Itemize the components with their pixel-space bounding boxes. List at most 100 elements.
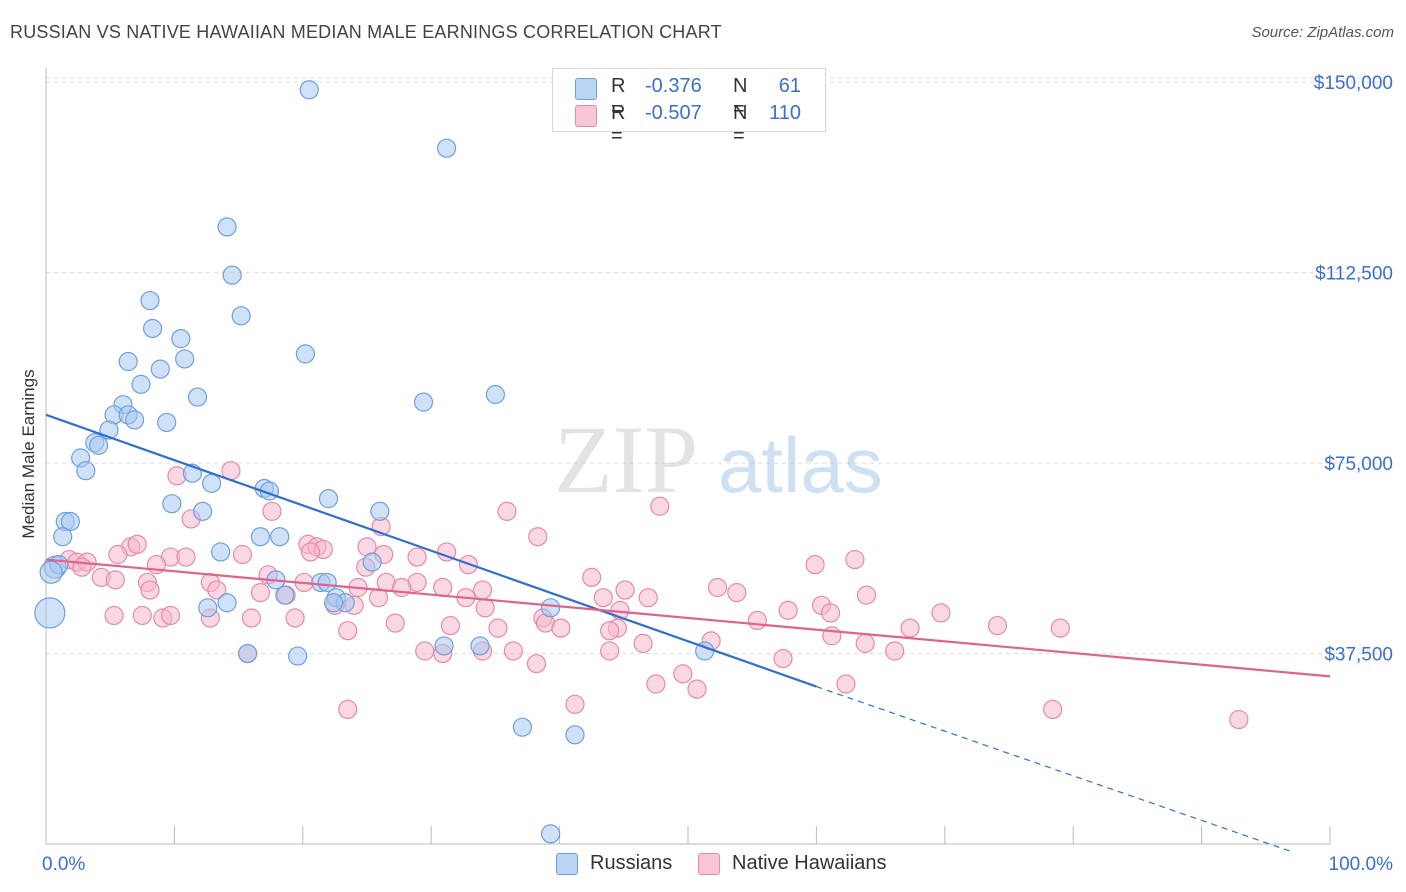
russians-point bbox=[324, 593, 344, 613]
hawaiians-point bbox=[127, 534, 147, 554]
russians-point bbox=[275, 585, 295, 605]
hawaiians-point bbox=[108, 544, 128, 565]
russians-point bbox=[541, 598, 561, 618]
russians-trend-extension bbox=[816, 685, 1292, 853]
y-tick-label: $112,500 bbox=[1315, 264, 1393, 285]
hawaiians-point bbox=[488, 618, 508, 638]
russians-point bbox=[437, 138, 457, 158]
hawaiians-point bbox=[707, 577, 728, 598]
hawaiians-point bbox=[673, 664, 693, 684]
hawaiians-point bbox=[931, 603, 951, 623]
russians-point bbox=[237, 643, 258, 664]
correlation-legend: R = -0.376 N = 61 R = -0.507 N = 110 bbox=[552, 68, 826, 147]
hawaiians-trend-line bbox=[45, 558, 1331, 678]
hawaiians-point bbox=[241, 608, 262, 628]
tick-labels: $37,500 $75,000 $112,500 $150,000 0.0% 100.0% bbox=[42, 73, 1393, 875]
russians-point bbox=[299, 80, 319, 100]
russians-point bbox=[434, 636, 454, 656]
hawaiians-point bbox=[551, 618, 571, 638]
russians-point bbox=[187, 387, 208, 407]
legend-russians-label: Russians bbox=[590, 852, 673, 874]
hawaiians-point bbox=[176, 547, 196, 567]
hawaiians-point bbox=[104, 605, 124, 626]
russians-point bbox=[162, 494, 182, 514]
russians-trend-line bbox=[45, 413, 817, 688]
russians-point bbox=[362, 552, 382, 572]
hawaiians-point bbox=[778, 600, 798, 620]
hawaiians-point bbox=[368, 588, 389, 608]
hawaiians-point bbox=[593, 588, 613, 608]
russians-point bbox=[370, 501, 390, 521]
russians-point bbox=[211, 542, 231, 562]
hawaiians-point bbox=[1229, 709, 1249, 730]
russians-point bbox=[140, 290, 160, 311]
hawaiians-point bbox=[300, 542, 321, 562]
russians-point bbox=[118, 351, 138, 372]
hawaiians-point bbox=[433, 577, 453, 598]
hawaiians-swatch bbox=[575, 105, 597, 127]
hawaiians-point bbox=[600, 621, 620, 641]
hawaiians-point bbox=[987, 616, 1008, 636]
legend-r-label: R = bbox=[611, 75, 626, 120]
hawaiians-point bbox=[885, 641, 905, 661]
x-tick-label-max: 100.0% bbox=[1329, 854, 1394, 875]
russians-swatch bbox=[575, 78, 597, 100]
chart-source: Source: ZipAtlas.com bbox=[1251, 24, 1394, 41]
hawaiians-point bbox=[140, 580, 160, 600]
russians-point bbox=[217, 217, 237, 237]
legend-r-value: -0.376 bbox=[645, 75, 702, 97]
hawaiians-point bbox=[820, 603, 841, 623]
russians-point bbox=[171, 329, 191, 349]
x-tick-label-min: 0.0% bbox=[42, 854, 85, 875]
hawaiians-point bbox=[232, 544, 253, 565]
gridlines bbox=[46, 77, 1392, 655]
hawaiians-point bbox=[132, 605, 152, 626]
russians-point bbox=[295, 344, 315, 364]
russians-swatch bbox=[556, 853, 578, 875]
hawaiians-point bbox=[1043, 699, 1063, 720]
hawaiians-point bbox=[105, 570, 125, 590]
hawaiians-point bbox=[407, 547, 427, 567]
russians-point bbox=[175, 349, 195, 369]
y-axis-label: Median Male Earnings bbox=[19, 369, 38, 538]
hawaiians-point bbox=[855, 633, 875, 653]
watermark-zip: ZIP bbox=[554, 406, 698, 513]
hawaiians-point bbox=[565, 694, 585, 714]
hawaiians-point bbox=[160, 605, 181, 626]
russians-point bbox=[124, 410, 145, 430]
russians-point bbox=[60, 511, 80, 532]
russians-point bbox=[541, 824, 561, 844]
hawaiians-point bbox=[856, 585, 877, 605]
russians-point bbox=[288, 646, 308, 666]
russians-point bbox=[217, 593, 237, 613]
hawaiians-point bbox=[497, 501, 517, 521]
y-tick-label: $75,000 bbox=[1324, 454, 1393, 475]
trend-lines bbox=[45, 413, 1331, 853]
russians-point bbox=[157, 412, 177, 433]
legend-r-value: -0.507 bbox=[645, 102, 702, 124]
hawaiians-point bbox=[250, 582, 271, 603]
hawaiians-point bbox=[646, 674, 666, 694]
hawaiians-point bbox=[900, 618, 920, 638]
russians-point bbox=[318, 489, 339, 509]
hawaiians-point bbox=[845, 549, 865, 570]
hawaiians-point bbox=[633, 633, 653, 653]
russians-point bbox=[131, 374, 151, 394]
russians-point bbox=[34, 597, 66, 629]
hawaiians-point bbox=[600, 641, 620, 661]
hawaiians-point bbox=[338, 621, 358, 641]
hawaiians-point bbox=[638, 588, 658, 608]
legend-n-label: N = bbox=[733, 102, 748, 147]
russians-point bbox=[317, 572, 337, 593]
russians-point bbox=[89, 435, 109, 455]
hawaiians-point bbox=[440, 616, 461, 636]
russians-point bbox=[142, 318, 163, 339]
hawaiians-point bbox=[285, 608, 305, 628]
hawaiians-point bbox=[475, 598, 495, 618]
russians-point bbox=[470, 636, 490, 656]
hawaiians-point bbox=[528, 527, 548, 547]
hawaiians-point bbox=[207, 580, 227, 600]
russians-point bbox=[53, 527, 73, 547]
native-hawaiians-points bbox=[59, 461, 1249, 730]
